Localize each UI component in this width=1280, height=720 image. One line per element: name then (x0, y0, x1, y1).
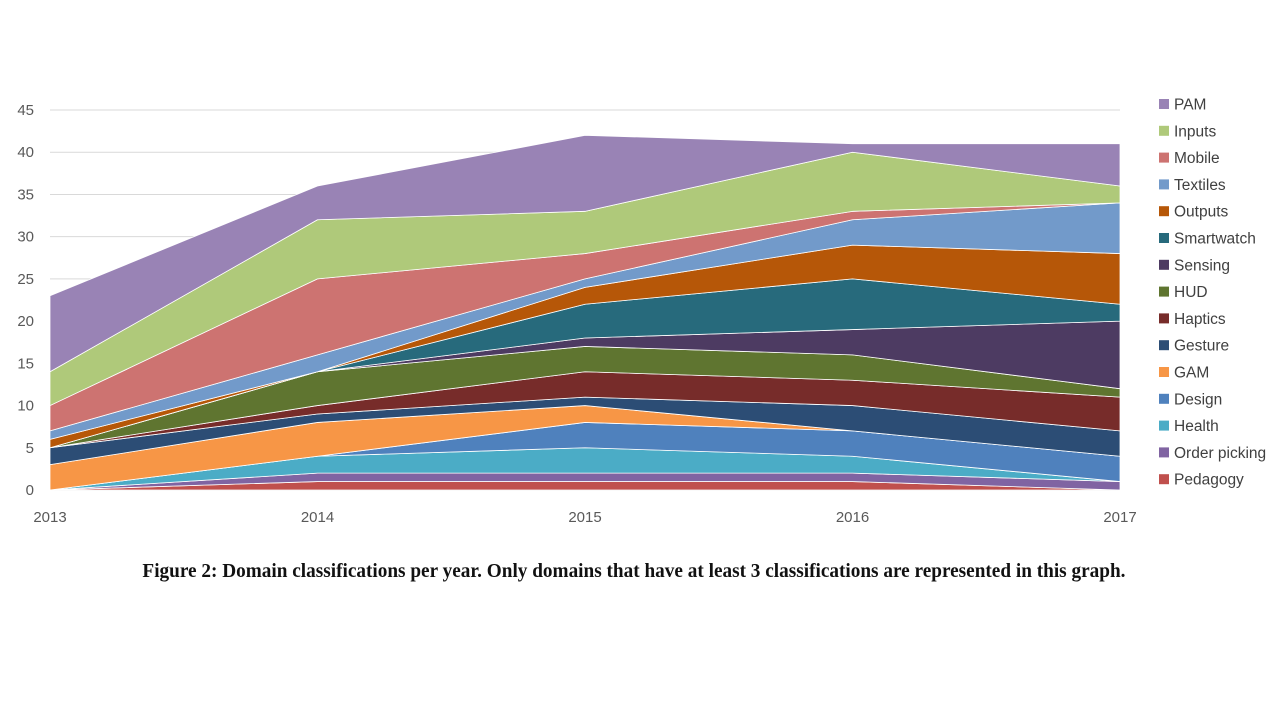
y-axis-tick-labels: 0 5 10 15 20 25 30 35 40 45 (17, 102, 34, 499)
legend-label: Pedagogy (1174, 472, 1244, 489)
legend-swatch (1159, 99, 1169, 109)
legend-item-haptics: Haptics (1159, 311, 1226, 328)
legend-item-mobile: Mobile (1159, 150, 1220, 167)
legend-swatch (1159, 394, 1169, 404)
x-tick-label: 2015 (568, 509, 601, 526)
x-tick-label: 2013 (33, 509, 66, 526)
area-series (50, 135, 1120, 490)
y-tick-label: 45 (17, 102, 34, 119)
legend-label: Mobile (1174, 150, 1220, 167)
y-tick-label: 25 (17, 271, 34, 288)
legend-swatch (1159, 474, 1169, 484)
legend-swatch (1159, 179, 1169, 189)
legend-item-gam: GAM (1159, 365, 1209, 382)
figure-caption: Figure 2: Domain classifications per yea… (0, 560, 1268, 583)
legend-item-pedagogy: Pedagogy (1159, 472, 1244, 489)
x-tick-label: 2014 (301, 509, 334, 526)
legend-label: Order picking (1174, 445, 1266, 462)
y-tick-label: 30 (17, 229, 34, 246)
legend-label: HUD (1174, 284, 1208, 301)
legend-item-gesture: Gesture (1159, 338, 1229, 355)
legend-label: Health (1174, 418, 1219, 435)
legend-item-inputs: Inputs (1159, 123, 1216, 140)
legend-swatch (1159, 260, 1169, 270)
legend-item-health: Health (1159, 418, 1219, 435)
y-tick-label: 40 (17, 144, 34, 161)
legend-item-hud: HUD (1159, 284, 1208, 301)
y-tick-label: 5 (26, 440, 34, 457)
legend-swatch (1159, 313, 1169, 323)
legend-item-design: Design (1159, 391, 1222, 408)
x-axis-tick-labels: 2013 2014 2015 2016 2017 (33, 509, 1136, 526)
x-tick-label: 2017 (1103, 509, 1136, 526)
y-tick-label: 0 (26, 482, 34, 499)
legend-label: Gesture (1174, 338, 1229, 355)
legend-item-textiles: Textiles (1159, 177, 1226, 194)
x-tick-label: 2016 (836, 509, 869, 526)
legend-swatch (1159, 153, 1169, 163)
legend-swatch (1159, 126, 1169, 136)
legend-item-pam: PAM (1159, 97, 1206, 114)
legend-swatch (1159, 233, 1169, 243)
legend-label: Design (1174, 391, 1222, 408)
y-tick-label: 10 (17, 398, 34, 415)
legend: PAM Inputs Mobile Textiles Outputs Smartwatch… (1159, 97, 1266, 489)
legend-label: GAM (1174, 365, 1209, 382)
legend-swatch (1159, 287, 1169, 297)
legend-item-order-picking: Order picking (1159, 445, 1266, 462)
legend-swatch (1159, 447, 1169, 457)
legend-swatch (1159, 421, 1169, 431)
legend-swatch (1159, 340, 1169, 350)
legend-label: PAM (1174, 97, 1206, 114)
legend-label: Textiles (1174, 177, 1226, 194)
legend-item-sensing: Sensing (1159, 257, 1230, 274)
legend-label: Haptics (1174, 311, 1226, 328)
y-tick-label: 15 (17, 355, 34, 372)
legend-swatch (1159, 367, 1169, 377)
legend-item-smartwatch: Smartwatch (1159, 231, 1256, 248)
legend-label: Outputs (1174, 204, 1229, 221)
legend-label: Sensing (1174, 257, 1230, 274)
y-tick-label: 20 (17, 313, 34, 330)
legend-swatch (1159, 206, 1169, 216)
legend-item-outputs: Outputs (1159, 204, 1229, 221)
y-tick-label: 35 (17, 186, 34, 203)
legend-label: Smartwatch (1174, 231, 1256, 248)
legend-label: Inputs (1174, 123, 1216, 140)
